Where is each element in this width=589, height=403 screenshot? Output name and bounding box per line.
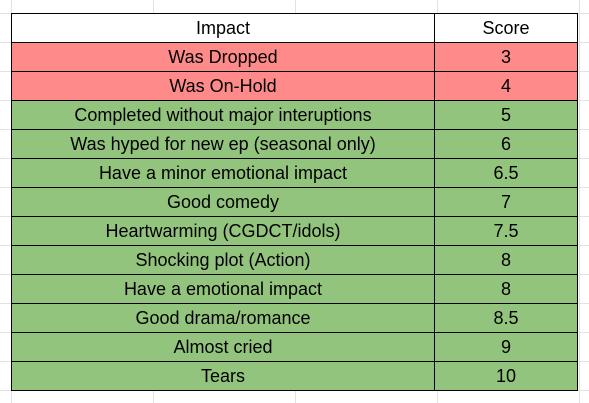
table-row: Was hyped for new ep (seasonal only) 6 [11,129,578,159]
impact-cell[interactable]: Heartwarming (CGDCT/idols) [11,216,435,246]
score-cell[interactable]: 8.5 [434,303,578,333]
table-row: Heartwarming (CGDCT/idols) 7.5 [11,216,578,246]
score-cell[interactable]: 6.5 [434,158,578,188]
score-cell[interactable]: 3 [434,42,578,72]
impact-cell[interactable]: Shocking plot (Action) [11,245,435,275]
table-row: Almost cried 9 [11,332,578,362]
impact-cell[interactable]: Good drama/romance [11,303,435,333]
table-row: Good drama/romance 8.5 [11,303,578,333]
impact-cell[interactable]: Was Dropped [11,42,435,72]
table-row: Good comedy 7 [11,187,578,217]
score-cell[interactable]: 5 [434,100,578,130]
impact-cell[interactable]: Was On-Hold [11,71,435,101]
score-cell[interactable]: 8 [434,274,578,304]
impact-cell[interactable]: Almost cried [11,332,435,362]
table-row: Was On-Hold 4 [11,71,578,101]
impact-cell[interactable]: Have a minor emotional impact [11,158,435,188]
impact-cell[interactable]: Have a emotional impact [11,274,435,304]
impact-score-table: Impact Score Was Dropped 3 Was On-Hold 4… [11,13,578,391]
header-row: Impact Score [11,13,578,43]
score-cell[interactable]: 4 [434,71,578,101]
impact-cell[interactable]: Completed without major interuptions [11,100,435,130]
table-row: Tears 10 [11,361,578,391]
table-row: Shocking plot (Action) 8 [11,245,578,275]
impact-cell[interactable]: Was hyped for new ep (seasonal only) [11,129,435,159]
impact-cell[interactable]: Tears [11,361,435,391]
score-cell[interactable]: 9 [434,332,578,362]
header-score[interactable]: Score [434,13,578,43]
score-cell[interactable]: 7 [434,187,578,217]
table-row: Have a minor emotional impact 6.5 [11,158,578,188]
score-cell[interactable]: 6 [434,129,578,159]
score-cell[interactable]: 10 [434,361,578,391]
table-row: Completed without major interuptions 5 [11,100,578,130]
score-cell[interactable]: 7.5 [434,216,578,246]
score-cell[interactable]: 8 [434,245,578,275]
table-row: Was Dropped 3 [11,42,578,72]
header-impact[interactable]: Impact [11,13,435,43]
table-row: Have a emotional impact 8 [11,274,578,304]
impact-cell[interactable]: Good comedy [11,187,435,217]
